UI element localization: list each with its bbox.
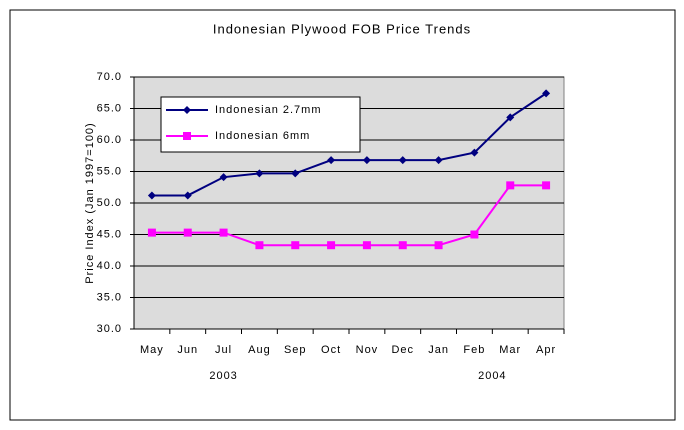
y-tick-label: 45.0 xyxy=(97,228,122,240)
point xyxy=(219,228,228,237)
x-tick-label: Dec xyxy=(391,344,414,356)
x-tick-label: May xyxy=(140,344,164,356)
point xyxy=(183,228,192,237)
year-label: 2004 xyxy=(478,370,506,382)
y-tick-label: 70.0 xyxy=(97,71,122,83)
point xyxy=(291,169,300,178)
x-tick-label: Feb xyxy=(463,344,485,356)
y-tick-label: 60.0 xyxy=(97,134,122,146)
point xyxy=(506,113,515,122)
y-tick-label: 50.0 xyxy=(97,197,122,209)
legend-label: Indonesian 2.7mm xyxy=(215,104,322,116)
legend-label: Indonesian 6mm xyxy=(215,130,310,142)
point xyxy=(398,156,407,165)
point xyxy=(434,156,443,165)
point xyxy=(362,156,371,165)
point xyxy=(291,241,300,250)
point xyxy=(542,89,551,98)
x-tick-label: Jan xyxy=(428,344,449,356)
y-tick-label: 65.0 xyxy=(97,102,122,114)
point xyxy=(470,148,479,157)
legend-marker xyxy=(183,132,191,140)
point xyxy=(327,241,336,250)
y-axis-title: Price Index (Jan 1997=100) xyxy=(84,122,96,283)
series-line xyxy=(151,92,547,197)
y-tick-label: 55.0 xyxy=(97,165,122,177)
legend-marker xyxy=(183,106,191,114)
point xyxy=(219,173,228,182)
point xyxy=(147,228,156,237)
x-tick-label: Sep xyxy=(284,344,307,356)
y-tick-label: 40.0 xyxy=(97,260,122,272)
point xyxy=(398,241,407,250)
point xyxy=(327,156,336,165)
point xyxy=(362,241,371,250)
point xyxy=(470,230,479,239)
x-tick-label: Apr xyxy=(536,344,556,356)
x-tick-label: Aug xyxy=(248,344,271,356)
point xyxy=(255,169,264,178)
series-line xyxy=(151,184,547,247)
point xyxy=(183,191,192,200)
x-tick-label: Mar xyxy=(499,344,521,356)
x-tick-label: Jun xyxy=(177,344,198,356)
year-label: 2003 xyxy=(209,370,237,382)
x-tick-label: Nov xyxy=(356,344,379,356)
point xyxy=(542,181,551,190)
point xyxy=(255,241,264,250)
point xyxy=(434,241,443,250)
legend-box xyxy=(160,96,361,153)
y-tick-label: 35.0 xyxy=(97,291,122,303)
x-tick-label: Oct xyxy=(321,344,341,356)
point xyxy=(506,181,515,190)
chart-title: Indonesian Plywood FOB Price Trends xyxy=(213,21,471,36)
point xyxy=(147,191,156,200)
x-tick-label: Jul xyxy=(215,344,232,356)
y-tick-label: 30.0 xyxy=(97,323,122,335)
